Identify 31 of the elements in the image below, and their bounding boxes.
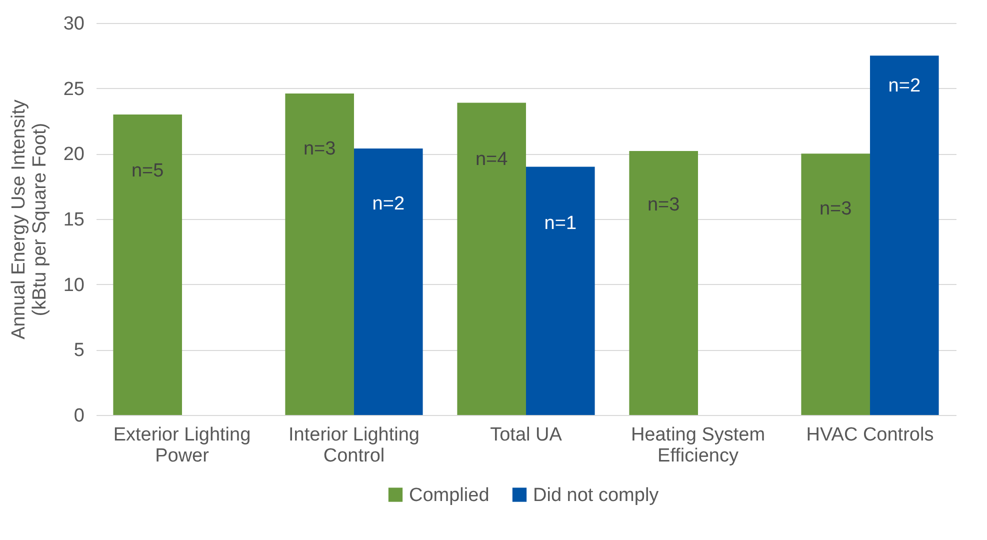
annotation: n=1 [544, 212, 577, 234]
bar [285, 94, 354, 415]
annotation: n=2 [372, 193, 405, 214]
bar [457, 102, 526, 415]
legend-label: Complied [409, 484, 490, 506]
bar [354, 148, 423, 415]
x-tick-label: Exterior Lighting Power [113, 424, 251, 466]
y-tick-label: 0 [74, 406, 84, 426]
y-tick-label: 30 [63, 14, 84, 34]
annotation: n=4 [475, 148, 508, 170]
annotation: n=3 [819, 198, 852, 220]
y-axis-title: Annual Energy Use Intensity (kBtu per Square Foot) [8, 99, 50, 340]
annotation: n=3 [647, 194, 680, 216]
annotation: n=5 [131, 160, 164, 182]
annotation: n=2 [888, 76, 921, 97]
y-tick-label: 10 [63, 274, 84, 296]
x-tick-label: Heating System Efficiency [630, 424, 766, 466]
bar [526, 166, 595, 415]
x-tick-label: Interior Lighting Control [288, 424, 420, 466]
bar [629, 151, 698, 415]
bar [870, 56, 939, 415]
bar [801, 154, 870, 415]
bar [113, 114, 182, 415]
y-tick-label: 20 [63, 144, 84, 166]
x-tick-label: HVAC Controls [806, 424, 934, 446]
y-tick-label: 5 [74, 340, 84, 362]
y-tick-label: 25 [63, 78, 84, 100]
legend-label: Did not comply [533, 484, 660, 506]
y-tick-label: 15 [63, 210, 84, 230]
annotation: n=3 [303, 138, 336, 160]
x-tick-label: Total UA [490, 424, 562, 446]
